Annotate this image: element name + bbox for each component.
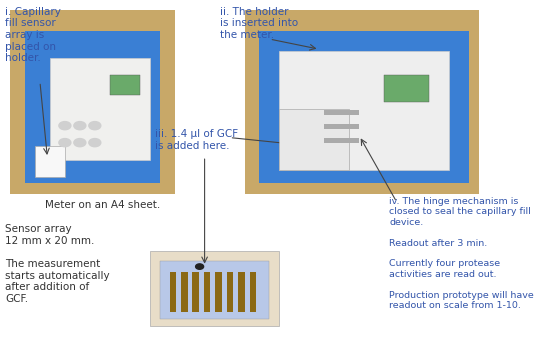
Bar bbox=[384, 75, 429, 102]
Circle shape bbox=[59, 121, 71, 130]
Bar bbox=[110, 75, 140, 95]
Bar bbox=[160, 262, 270, 319]
Circle shape bbox=[89, 121, 101, 130]
Circle shape bbox=[59, 139, 71, 147]
Bar bbox=[25, 30, 160, 183]
Bar bbox=[260, 30, 469, 183]
Bar bbox=[245, 10, 479, 194]
Bar bbox=[238, 272, 245, 313]
Bar bbox=[50, 58, 150, 160]
Bar bbox=[215, 272, 222, 313]
Circle shape bbox=[196, 264, 204, 269]
Bar bbox=[150, 251, 279, 326]
Text: i. Capillary
fill sensor
array is
placed on
holder.: i. Capillary fill sensor array is placed… bbox=[5, 7, 61, 63]
Circle shape bbox=[74, 139, 86, 147]
Bar bbox=[10, 10, 175, 194]
Circle shape bbox=[74, 121, 86, 130]
Bar bbox=[204, 272, 210, 313]
Text: iv. The hinge mechanism is
closed to seal the capillary fill
device.

Readout af: iv. The hinge mechanism is closed to sea… bbox=[389, 197, 534, 310]
Bar bbox=[279, 109, 349, 170]
Bar bbox=[181, 272, 188, 313]
Bar bbox=[192, 272, 199, 313]
Bar bbox=[324, 137, 359, 143]
Text: iii. 1.4 µl of GCF
is added here.: iii. 1.4 µl of GCF is added here. bbox=[155, 129, 238, 150]
Circle shape bbox=[89, 139, 101, 147]
Text: Sensor array
12 mm x 20 mm.

The measurement
starts automatically
after addition: Sensor array 12 mm x 20 mm. The measurem… bbox=[5, 224, 109, 304]
Bar bbox=[324, 110, 359, 116]
Bar bbox=[227, 272, 233, 313]
Text: ii. The holder
is inserted into
the meter.: ii. The holder is inserted into the mete… bbox=[219, 7, 298, 40]
Bar bbox=[324, 124, 359, 129]
Text: Meter on an A4 sheet.: Meter on an A4 sheet. bbox=[45, 200, 160, 210]
Bar bbox=[250, 272, 256, 313]
Bar bbox=[169, 272, 176, 313]
Bar bbox=[279, 51, 449, 170]
Bar bbox=[35, 146, 65, 176]
